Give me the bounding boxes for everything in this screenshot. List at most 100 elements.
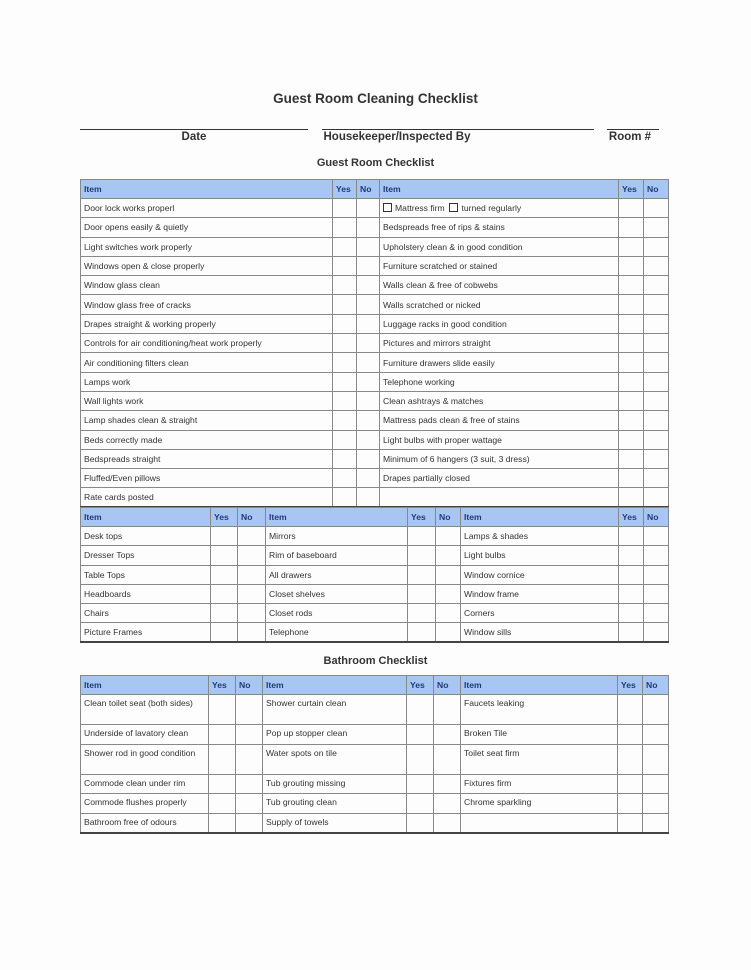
yes-checkbox-cell[interactable] <box>617 724 643 745</box>
yes-checkbox-cell[interactable] <box>332 487 357 508</box>
no-checkbox-cell[interactable] <box>237 603 266 624</box>
yes-checkbox-cell[interactable] <box>407 622 436 643</box>
yes-checkbox-cell[interactable] <box>618 390 644 412</box>
yes-checkbox-cell[interactable] <box>618 410 644 431</box>
no-checkbox-cell[interactable] <box>435 622 461 643</box>
no-checkbox-cell[interactable] <box>643 622 669 643</box>
yes-checkbox-cell[interactable] <box>618 333 644 354</box>
yes-checkbox-cell[interactable] <box>618 294 644 315</box>
no-checkbox-cell[interactable] <box>642 773 669 794</box>
date-line[interactable] <box>80 129 308 130</box>
no-checkbox-cell[interactable] <box>356 429 380 450</box>
no-checkbox-cell[interactable] <box>643 313 669 335</box>
no-checkbox-cell[interactable] <box>643 487 669 508</box>
yes-checkbox-cell[interactable] <box>210 603 238 624</box>
no-checkbox-cell[interactable] <box>643 390 669 412</box>
yes-checkbox-cell[interactable] <box>210 622 238 643</box>
no-checkbox-cell[interactable] <box>643 429 669 450</box>
no-checkbox-cell[interactable] <box>435 545 461 566</box>
no-checkbox-cell[interactable] <box>643 410 669 431</box>
yes-checkbox-cell[interactable] <box>210 525 238 547</box>
no-checkbox-cell[interactable] <box>642 724 669 745</box>
no-checkbox-cell[interactable] <box>237 622 266 643</box>
yes-checkbox-cell[interactable] <box>407 564 436 585</box>
no-checkbox-cell[interactable] <box>356 313 380 335</box>
yes-checkbox-cell[interactable] <box>618 564 644 585</box>
yes-checkbox-cell[interactable] <box>618 487 644 508</box>
no-checkbox-cell[interactable] <box>435 583 461 605</box>
yes-checkbox-cell[interactable] <box>332 236 357 257</box>
yes-checkbox-cell[interactable] <box>332 313 357 335</box>
yes-checkbox-cell[interactable] <box>618 197 644 219</box>
yes-checkbox-cell[interactable] <box>618 217 644 238</box>
no-checkbox-cell[interactable] <box>237 583 266 605</box>
no-checkbox-cell[interactable] <box>356 448 380 470</box>
no-checkbox-cell[interactable] <box>643 275 669 296</box>
no-checkbox-cell[interactable] <box>643 545 669 566</box>
yes-checkbox-cell[interactable] <box>406 694 434 725</box>
no-checkbox-cell[interactable] <box>642 743 669 775</box>
yes-checkbox-cell[interactable] <box>406 812 434 833</box>
yes-checkbox-cell[interactable] <box>618 525 644 547</box>
no-checkbox-cell[interactable] <box>235 773 263 794</box>
yes-checkbox-cell[interactable] <box>618 313 644 335</box>
yes-checkbox-cell[interactable] <box>332 255 357 277</box>
no-checkbox-cell[interactable] <box>433 694 461 725</box>
yes-checkbox-cell[interactable] <box>332 468 357 489</box>
no-checkbox-cell[interactable] <box>356 333 380 354</box>
yes-checkbox-cell[interactable] <box>332 217 357 238</box>
no-checkbox-cell[interactable] <box>235 743 263 775</box>
yes-checkbox-cell[interactable] <box>332 429 357 450</box>
yes-checkbox-cell[interactable] <box>407 603 436 624</box>
no-checkbox-cell[interactable] <box>643 333 669 354</box>
no-checkbox-cell[interactable] <box>237 525 266 547</box>
yes-checkbox-cell[interactable] <box>618 448 644 470</box>
no-checkbox-cell[interactable] <box>356 217 380 238</box>
yes-checkbox-cell[interactable] <box>406 724 434 745</box>
yes-checkbox-cell[interactable] <box>618 603 644 624</box>
yes-checkbox-cell[interactable] <box>332 197 357 219</box>
yes-checkbox-cell[interactable] <box>407 583 436 605</box>
no-checkbox-cell[interactable] <box>433 724 461 745</box>
no-checkbox-cell[interactable] <box>643 468 669 489</box>
yes-checkbox-cell[interactable] <box>332 294 357 315</box>
no-checkbox-cell[interactable] <box>235 812 263 833</box>
checkbox-mattress-firm[interactable] <box>383 203 392 213</box>
no-checkbox-cell[interactable] <box>356 487 380 508</box>
no-checkbox-cell[interactable] <box>643 217 669 238</box>
no-checkbox-cell[interactable] <box>356 371 380 392</box>
no-checkbox-cell[interactable] <box>642 812 669 833</box>
no-checkbox-cell[interactable] <box>435 564 461 585</box>
yes-checkbox-cell[interactable] <box>210 545 238 566</box>
no-checkbox-cell[interactable] <box>356 468 380 489</box>
yes-checkbox-cell[interactable] <box>208 743 236 775</box>
yes-checkbox-cell[interactable] <box>332 275 357 296</box>
yes-checkbox-cell[interactable] <box>618 429 644 450</box>
no-checkbox-cell[interactable] <box>643 236 669 257</box>
no-checkbox-cell[interactable] <box>356 236 380 257</box>
no-checkbox-cell[interactable] <box>642 793 669 814</box>
yes-checkbox-cell[interactable] <box>407 545 436 566</box>
yes-checkbox-cell[interactable] <box>406 773 434 794</box>
yes-checkbox-cell[interactable] <box>617 812 643 833</box>
housekeeper-line[interactable] <box>322 129 594 130</box>
no-checkbox-cell[interactable] <box>356 294 380 315</box>
no-checkbox-cell[interactable] <box>356 275 380 296</box>
no-checkbox-cell[interactable] <box>433 793 461 814</box>
no-checkbox-cell[interactable] <box>643 197 669 219</box>
no-checkbox-cell[interactable] <box>433 812 461 833</box>
no-checkbox-cell[interactable] <box>235 793 263 814</box>
no-checkbox-cell[interactable] <box>643 255 669 277</box>
no-checkbox-cell[interactable] <box>435 603 461 624</box>
no-checkbox-cell[interactable] <box>642 694 669 725</box>
no-checkbox-cell[interactable] <box>643 583 669 605</box>
no-checkbox-cell[interactable] <box>643 352 669 373</box>
no-checkbox-cell[interactable] <box>643 371 669 392</box>
yes-checkbox-cell[interactable] <box>618 255 644 277</box>
yes-checkbox-cell[interactable] <box>618 352 644 373</box>
yes-checkbox-cell[interactable] <box>406 743 434 775</box>
checkbox-turned-regularly[interactable] <box>449 203 459 213</box>
yes-checkbox-cell[interactable] <box>208 793 236 814</box>
no-checkbox-cell[interactable] <box>643 603 669 624</box>
no-checkbox-cell[interactable] <box>237 545 266 566</box>
